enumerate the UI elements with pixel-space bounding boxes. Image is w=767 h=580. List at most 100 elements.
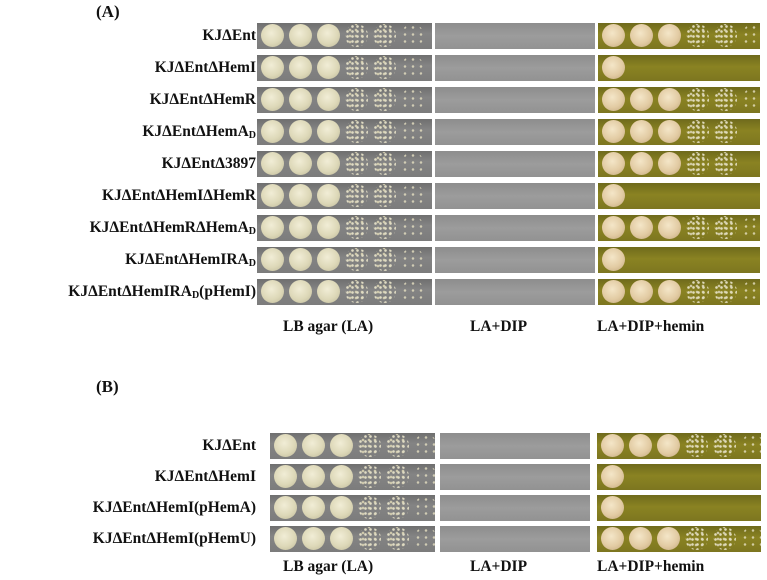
plate-dip — [435, 119, 595, 145]
colony-spot — [261, 120, 284, 143]
condition-label-hemin-a: LA+DIP+hemin — [597, 318, 705, 335]
colony-spot — [289, 216, 312, 239]
plate-la — [257, 119, 432, 145]
strain-label: KJΔEntΔHemR — [149, 91, 256, 108]
strain-label: KJΔEntΔHemIΔHemR — [101, 187, 256, 204]
colony-spot — [317, 280, 340, 303]
colony-spot — [414, 496, 435, 519]
colony-spot — [686, 280, 709, 303]
plate-dip-hemin — [598, 215, 760, 241]
colony-spot — [658, 24, 681, 47]
plate-la — [257, 55, 432, 81]
colony-spot — [261, 216, 284, 239]
plate-dip — [440, 526, 590, 552]
colony-spot — [657, 527, 680, 550]
colony-spot — [317, 88, 340, 111]
colony-spot — [358, 465, 381, 488]
colony-spot — [685, 527, 708, 550]
colony-spot — [742, 24, 760, 47]
colony-spot — [274, 434, 297, 457]
colony-spot — [630, 88, 653, 111]
plate-la — [257, 23, 432, 49]
colony-spot — [686, 216, 709, 239]
colony-spot — [658, 280, 681, 303]
plate-dip-hemin — [597, 464, 761, 490]
plate-dip — [435, 151, 595, 177]
colony-spot — [741, 527, 761, 550]
strain-label: KJΔEntΔHemI — [154, 59, 256, 76]
colony-spot — [317, 152, 340, 175]
colony-spot — [373, 280, 396, 303]
colony-spot — [302, 527, 325, 550]
colony-spot — [386, 434, 409, 457]
colony-spot — [658, 152, 681, 175]
colony-spot — [345, 216, 368, 239]
colony-spot — [602, 56, 625, 79]
plate-dip — [435, 279, 595, 305]
colony-spot — [373, 152, 396, 175]
colony-spot — [317, 24, 340, 47]
colony-spot — [345, 88, 368, 111]
colony-spot — [602, 88, 625, 111]
colony-spot — [714, 280, 737, 303]
plate-dip-hemin — [598, 279, 760, 305]
plate-dip — [440, 433, 590, 459]
colony-spot — [345, 120, 368, 143]
condition-label-la-a: LB agar (LA) — [283, 318, 374, 335]
plate-dip-hemin — [597, 495, 761, 521]
colony-spot — [274, 465, 297, 488]
colony-spot — [742, 216, 760, 239]
colony-spot — [713, 434, 736, 457]
colony-spot — [330, 465, 353, 488]
colony-spot — [401, 152, 424, 175]
colony-spot — [373, 184, 396, 207]
colony-spot — [658, 216, 681, 239]
colony-spot — [401, 216, 424, 239]
colony-spot — [401, 56, 424, 79]
plate-dip-hemin — [598, 23, 760, 49]
colony-spot — [602, 280, 625, 303]
colony-spot — [630, 280, 653, 303]
plate-dip-hemin — [598, 55, 760, 81]
colony-spot — [714, 24, 737, 47]
colony-spot — [289, 280, 312, 303]
plate-dip-hemin — [597, 526, 761, 552]
colony-spot — [289, 120, 312, 143]
colony-spot — [289, 184, 312, 207]
plate-dip — [435, 247, 595, 273]
colony-spot — [714, 216, 737, 239]
colony-spot — [630, 120, 653, 143]
plate-la — [257, 215, 432, 241]
colony-spot — [345, 152, 368, 175]
plate-la — [257, 151, 432, 177]
plate-dip-hemin — [598, 183, 760, 209]
colony-spot — [602, 152, 625, 175]
colony-spot — [373, 248, 396, 271]
strain-label: KJΔEntΔHemI(pHemA) — [92, 499, 256, 516]
plate-dip — [435, 23, 595, 49]
colony-spot — [261, 184, 284, 207]
plate-dip — [435, 183, 595, 209]
colony-spot — [686, 152, 709, 175]
colony-spot — [401, 88, 424, 111]
colony-spot — [345, 248, 368, 271]
plate-dip-hemin — [598, 119, 760, 145]
colony-spot — [358, 434, 381, 457]
panel-b-label: (B) — [96, 377, 119, 396]
condition-label-dip-a: LA+DIP — [470, 318, 528, 335]
colony-spot — [630, 24, 653, 47]
colony-spot — [686, 24, 709, 47]
colony-spot — [601, 465, 624, 488]
colony-spot — [261, 248, 284, 271]
colony-spot — [274, 496, 297, 519]
colony-spot — [373, 120, 396, 143]
plate-la — [257, 279, 432, 305]
colony-spot — [345, 280, 368, 303]
colony-spot — [330, 527, 353, 550]
colony-spot — [289, 88, 312, 111]
plate-dip-hemin — [597, 433, 761, 459]
colony-spot — [742, 88, 760, 111]
colony-spot — [602, 216, 625, 239]
plate-dip — [435, 87, 595, 113]
colony-spot — [629, 434, 652, 457]
